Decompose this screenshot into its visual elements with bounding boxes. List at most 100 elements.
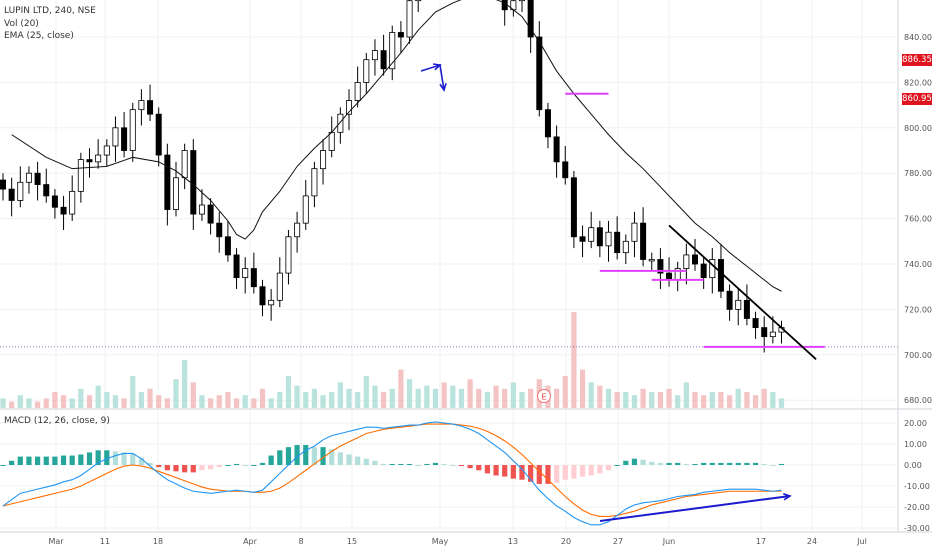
macd-histogram-bar (389, 463, 395, 465)
candle-body (345, 100, 352, 115)
time-tick-label: 8 (298, 537, 303, 546)
volume-bar (675, 395, 681, 408)
price-tick-label: 760.00 (904, 215, 932, 224)
volume-bar (0, 398, 6, 408)
candle-body (596, 227, 603, 247)
macd-histogram-bar (173, 465, 179, 472)
macd-histogram-bar (484, 465, 490, 474)
candle-body (285, 236, 292, 274)
candle-body (536, 36, 543, 111)
volume-bar (60, 395, 67, 408)
macd-histogram-bar (86, 452, 93, 465)
earnings-event-marker (537, 389, 551, 403)
macd-histogram-bar (294, 445, 300, 465)
candle-body (121, 127, 128, 151)
candle-body (138, 100, 145, 111)
macd-histogram-bar (69, 455, 75, 465)
candle-body (302, 195, 309, 224)
macd-histogram-bar (778, 463, 785, 465)
volume-bar (26, 398, 32, 408)
candle-body (8, 188, 15, 201)
macd-histogram-bar (605, 465, 612, 471)
peak-arrow-head-1 (432, 63, 442, 71)
volume-bar (657, 392, 663, 408)
macd-histogram-bar (545, 465, 551, 484)
candle-body (570, 177, 577, 238)
candle-body (216, 222, 223, 238)
candle-body (43, 184, 50, 197)
macd-histogram-bar (441, 463, 447, 465)
volume-bars (0, 312, 785, 408)
volume-bar (233, 398, 240, 408)
volume-bar (346, 388, 352, 408)
volume-bar (389, 388, 395, 408)
macd-histogram-bar (216, 465, 222, 468)
macd-histogram-bar (130, 453, 136, 465)
macd-histogram-bar (735, 462, 741, 465)
volume-bar (458, 388, 465, 408)
volume-bar (43, 398, 49, 408)
candle-body (0, 179, 6, 190)
macd-histogram-bar (614, 465, 620, 466)
macd-histogram-bar (363, 458, 369, 465)
macd-histogram-bar (597, 465, 603, 474)
candle-body (761, 327, 768, 338)
symbol-legend[interactable]: LUPIN LTD, 240, NSE (4, 6, 96, 16)
volume-bar (130, 376, 136, 408)
time-tick-label: 15 (347, 537, 357, 546)
candle-body (181, 150, 188, 179)
ema-legend[interactable]: EMA (25, close) (4, 31, 74, 41)
macd-histogram-bar (770, 465, 776, 466)
earnings-event-label: E (541, 393, 546, 402)
macd-histogram-bar (623, 460, 629, 465)
volume-bar (709, 392, 715, 408)
volume-bar (259, 388, 266, 408)
volume-bar (727, 395, 733, 408)
volume-bar (242, 395, 248, 408)
candle-body (614, 231, 621, 254)
descending-trendline (668, 224, 817, 361)
peak-arrow-head-2 (439, 83, 447, 92)
volume-bar (432, 388, 439, 408)
volume-bar (69, 398, 75, 408)
time-tick-label: Apr (243, 537, 258, 546)
candle-body (553, 136, 560, 163)
macd-histogram-bar (510, 465, 516, 479)
macd-histogram-bar (225, 465, 231, 466)
macd-histogram-bar (233, 463, 240, 465)
macd-tick-label: 20.00 (904, 419, 927, 428)
candle-body (328, 131, 335, 151)
volume-bar (199, 395, 205, 408)
candle-body (605, 231, 612, 247)
volume-bar (614, 392, 620, 408)
time-tick-label: Mar (48, 537, 64, 546)
volume-bar (173, 379, 179, 408)
volume-bar (666, 388, 672, 408)
volume-bar (605, 388, 612, 408)
price-tick-label: 680.00 (904, 396, 932, 405)
volume-bar (251, 398, 257, 408)
time-tick-label: Jul (856, 537, 867, 546)
time-tick-label: 18 (153, 537, 163, 546)
candle-body (250, 268, 257, 288)
candle-body (501, 0, 508, 11)
price-tick-label: 740.00 (904, 260, 932, 269)
candle-body (666, 272, 673, 281)
macd-tick-label: 0.00 (904, 461, 922, 470)
volume-bar (164, 398, 170, 408)
macd-histogram-bar (588, 465, 594, 476)
candle-body (172, 177, 179, 210)
volume-legend[interactable]: Vol (20) (4, 19, 39, 29)
signal-line (2, 423, 782, 518)
volume-bar (692, 392, 698, 408)
volume-bar (372, 385, 378, 408)
candle-body (709, 259, 716, 279)
candle-body (579, 236, 586, 242)
candle-body (752, 318, 759, 328)
macd-histogram-bar (78, 454, 84, 465)
ema-line (11, 0, 782, 292)
macd-legend[interactable]: MACD (12, 26, close, 9) (4, 416, 110, 426)
macd-histogram-bar (259, 462, 266, 465)
